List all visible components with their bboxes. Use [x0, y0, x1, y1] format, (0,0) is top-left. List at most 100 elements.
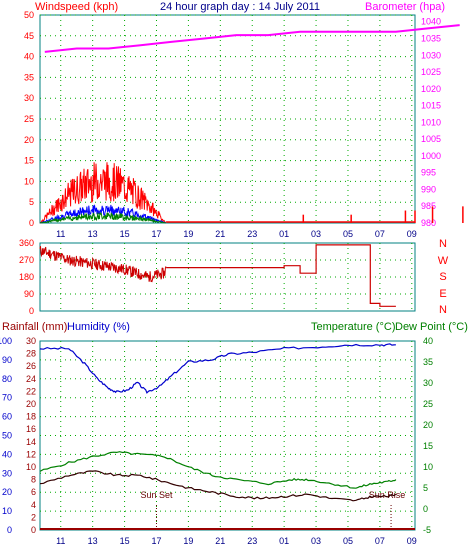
rainfall-tick-label: 6	[31, 487, 36, 497]
compass-n-top: N	[439, 238, 447, 250]
rainfall-tick-label: 18	[26, 412, 36, 422]
humidity-tick-label: 20	[2, 487, 12, 497]
rainfall-tick-label: 28	[26, 349, 36, 359]
wind-x-tick-label: 05	[343, 229, 353, 239]
rainfall-tick-label: 26	[26, 361, 36, 371]
temperature-axis-label: Temperature (°C)	[311, 321, 396, 333]
windspeed-tick-label: 45	[24, 31, 34, 41]
temp-x-tick-label: 21	[215, 536, 225, 546]
humidity-tick-label: 10	[2, 506, 12, 516]
humidity-tick-label: 90	[2, 355, 12, 365]
windspeed-tick-label: 35	[24, 72, 34, 82]
direction-tick-label: 0	[29, 306, 34, 316]
direction-tick-label: 180	[19, 272, 34, 282]
temperature-tick-label: 40	[423, 336, 433, 346]
windspeed-tick-label: 25	[24, 114, 34, 124]
direction-tick-label: 360	[19, 238, 34, 248]
direction-tick-label: 270	[19, 255, 34, 265]
humidity-tick-label: 60	[2, 412, 12, 422]
temperature-tick-label: 10	[423, 462, 433, 472]
barometer-tick-label: 1025	[421, 67, 441, 77]
temperature-tick-label: 25	[423, 399, 433, 409]
barometer-axis-label: Barometer (hpa)	[365, 1, 446, 13]
wind-gust-series	[39, 204, 166, 224]
barometer-tick-label: 1005	[421, 134, 441, 144]
wind-average-series	[39, 212, 166, 224]
rainfall-tick-label: 30	[26, 336, 36, 346]
temperature-tick-label: 5	[423, 483, 428, 493]
windspeed-tick-label: 0	[29, 218, 34, 228]
barometer-tick-label: 980	[421, 218, 436, 228]
humidity-tick-label: 50	[2, 431, 12, 441]
sunrise-label: Sun Rise	[369, 490, 406, 500]
barometer-tick-label: 1035	[421, 33, 441, 43]
direction-tick-label: 90	[24, 289, 34, 299]
humidity-tick-label: 80	[2, 374, 12, 384]
windspeed-tick-label: 50	[24, 10, 34, 20]
wind-x-tick-label: 07	[375, 229, 385, 239]
compass-n-bottom: N	[439, 304, 447, 316]
wind-x-tick-label: 19	[183, 229, 193, 239]
windspeed-series	[39, 162, 167, 224]
temperature-tick-label: 35	[423, 357, 433, 367]
temp-x-tick-label: 23	[247, 536, 257, 546]
barometer-tick-label: 1040	[421, 17, 441, 27]
wind-direction-step-series	[166, 244, 396, 307]
temp-x-tick-label: 17	[151, 536, 161, 546]
temperature-tick-label: 30	[423, 378, 433, 388]
rainfall-tick-label: 2	[31, 512, 36, 522]
wind-x-tick-label: 03	[311, 229, 321, 239]
wind-x-tick-label: 17	[151, 229, 161, 239]
windspeed-tick-label: 30	[24, 93, 34, 103]
dewpoint-axis-label: Dew Point (°C)	[395, 321, 468, 333]
humidity-tick-label: 100	[0, 336, 12, 346]
barometer-tick-label: 995	[421, 168, 436, 178]
compass-w: W	[437, 255, 449, 267]
windspeed-axis-label: Windspeed (kph)	[35, 1, 119, 13]
barometer-tick-label: 1030	[421, 50, 441, 60]
temp-x-tick-label: 13	[88, 536, 98, 546]
rainfall-tick-label: 10	[26, 462, 36, 472]
temp-x-tick-label: 01	[279, 536, 289, 546]
rainfall-axis-label: Rainfall (mm)	[2, 321, 68, 333]
rainfall-tick-label: 24	[26, 374, 36, 384]
temp-x-tick-label: 09	[407, 536, 417, 546]
rainfall-tick-label: 20	[26, 399, 36, 409]
humidity-tick-label: 30	[2, 468, 12, 478]
rainfall-tick-label: 4	[31, 500, 36, 510]
compass-s: S	[439, 271, 447, 283]
wind-x-tick-label: 01	[279, 229, 289, 239]
barometer-tick-label: 985	[421, 201, 436, 211]
humidity-axis-label: Humidity (%)	[67, 321, 130, 333]
wind-x-tick-label: 23	[247, 229, 257, 239]
windspeed-tick-label: 5	[29, 197, 34, 207]
temperature-tick-label: 15	[423, 441, 433, 451]
temperature-tick-label: -5	[423, 525, 431, 535]
temp-x-tick-label: 03	[311, 536, 321, 546]
temperature-tick-label: 20	[423, 420, 433, 430]
temperature-tick-label: 0	[423, 504, 428, 514]
panel-temp-frame	[39, 340, 416, 531]
temp-x-tick-label: 15	[120, 536, 130, 546]
wind-x-tick-label: 21	[215, 229, 225, 239]
temp-x-tick-label: 07	[375, 536, 385, 546]
chart-title: 24 hour graph day : 14 July 2011	[160, 1, 321, 13]
panel-direction-frame	[39, 242, 416, 312]
temp-x-tick-label: 05	[343, 536, 353, 546]
wind-direction-noisy-series	[39, 246, 167, 283]
barometer-tick-label: 1010	[421, 117, 441, 127]
wind-x-tick-label: 09	[407, 229, 417, 239]
rainfall-tick-label: 14	[26, 437, 36, 447]
rainfall-tick-label: 8	[31, 475, 36, 485]
panel-wind-frame	[39, 14, 416, 224]
wind-x-tick-label: 13	[88, 229, 98, 239]
humidity-tick-label: 0	[7, 525, 12, 535]
dewpoint-series	[39, 470, 397, 502]
windspeed-tick-label: 10	[24, 176, 34, 186]
humidity-tick-label: 70	[2, 393, 12, 403]
wind-x-tick-label: 15	[120, 229, 130, 239]
windspeed-tick-label: 15	[24, 156, 34, 166]
compass-e: E	[439, 288, 447, 300]
sunset-label: Sun Set	[140, 490, 173, 500]
humidity-series	[39, 343, 396, 394]
